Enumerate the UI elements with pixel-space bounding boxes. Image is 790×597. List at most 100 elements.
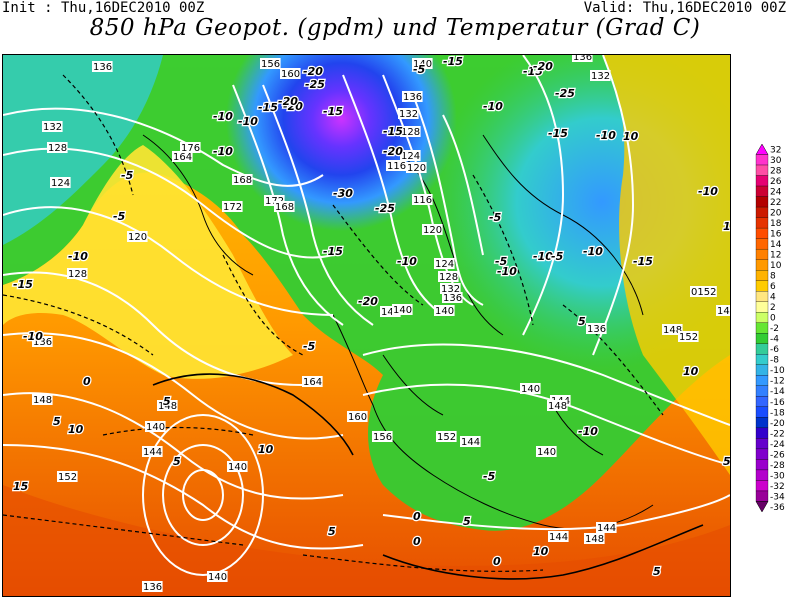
polar-cold-core bbox=[183, 55, 513, 375]
zero-isotherm bbox=[152, 373, 704, 580]
geopotential-label: 120 bbox=[407, 163, 426, 174]
geopotential-label-bg bbox=[47, 142, 68, 153]
geopotential-label-bg bbox=[716, 305, 730, 316]
geopotential-label: 164 bbox=[303, 377, 322, 388]
geopotential-label-bg bbox=[127, 231, 148, 242]
geopotential-label-bg bbox=[392, 304, 413, 315]
geopotential-label: 124 bbox=[435, 259, 454, 270]
geopotential-label-bg bbox=[280, 68, 301, 79]
colorbar-tick-label: 10 bbox=[770, 261, 782, 271]
geopotential-label: 140 bbox=[435, 306, 454, 317]
geopotential-label-bg bbox=[232, 174, 253, 185]
geopotential-label-bg bbox=[406, 162, 427, 173]
colorbar-swatch bbox=[755, 164, 769, 176]
temperature-label: -10 bbox=[533, 250, 553, 263]
temperature-label: -20 bbox=[383, 145, 403, 158]
temperature-label: -20 bbox=[303, 65, 323, 78]
geopotential-label: 136 bbox=[443, 293, 462, 304]
geopotential-label-bg bbox=[274, 201, 295, 212]
temperature-label: -5 bbox=[495, 255, 508, 268]
temperature-label: -15 bbox=[13, 278, 33, 291]
geopotential-label: 168 bbox=[275, 202, 294, 213]
geopotential-label-bg bbox=[264, 195, 285, 206]
geopotential-label: 128 bbox=[401, 127, 420, 138]
colorbar-tick-label: -6 bbox=[770, 345, 779, 355]
geopotential-label-bg bbox=[438, 271, 459, 282]
colorbar-swatch bbox=[755, 438, 769, 450]
geopotential-label: 168 bbox=[233, 175, 252, 186]
temperature-label: -10 bbox=[497, 265, 517, 278]
temperature-label: 5 bbox=[578, 315, 586, 328]
temperature-label: -10 bbox=[213, 145, 233, 158]
temperature-label: 10 bbox=[533, 545, 549, 558]
geopotential-label: 148 bbox=[663, 325, 682, 336]
colorbar-tick-label: -34 bbox=[770, 492, 785, 502]
colorbar-swatch bbox=[755, 259, 769, 271]
geopotential-label: 124 bbox=[401, 151, 420, 162]
colorbar-swatch bbox=[755, 270, 769, 281]
colorbar-swatch bbox=[755, 227, 769, 239]
temperature-label: -15 bbox=[323, 245, 343, 258]
temperature-label: -5 bbox=[303, 340, 316, 353]
temperature-label: -5 bbox=[551, 250, 564, 263]
geopotential-label: 148 bbox=[548, 401, 567, 412]
geopotential-label-bg bbox=[172, 151, 193, 162]
geopotential-label-bg bbox=[412, 58, 433, 69]
colorbar-bottom-arrow bbox=[755, 501, 769, 513]
geopotential-label-bg bbox=[547, 400, 568, 411]
geopotential-label: 116 bbox=[413, 195, 432, 206]
colorbar-swatch bbox=[755, 459, 769, 471]
geopotential-label: 144 bbox=[549, 532, 568, 543]
geopotential-label-bg bbox=[436, 431, 457, 442]
geopotential-label-bg bbox=[678, 331, 699, 342]
geopotential-label: 132 bbox=[441, 284, 460, 295]
geopotential-label-bg bbox=[67, 268, 88, 279]
temperature-label: 10 bbox=[258, 443, 274, 456]
geopotential-label-bg bbox=[302, 376, 323, 387]
geopotential-label: 140 bbox=[413, 59, 432, 70]
colorbar-swatch bbox=[755, 480, 769, 492]
colorbar-tick-label: 22 bbox=[770, 198, 781, 208]
geopotential-label: 140 bbox=[537, 447, 556, 458]
geopotential-label: 128 bbox=[48, 143, 67, 154]
geopotential-label-bg bbox=[42, 121, 63, 132]
colorbar-swatch bbox=[755, 385, 769, 397]
geopotential-label-bg bbox=[347, 411, 368, 422]
geopotential-label-bg bbox=[207, 571, 228, 582]
temperature-label: 5 bbox=[328, 525, 336, 538]
geopotential-label-bg bbox=[32, 394, 53, 405]
temperature-label: 5 bbox=[173, 455, 181, 468]
geopotential-label: 140 bbox=[146, 422, 165, 433]
geopotential-label: 0152 bbox=[691, 287, 716, 298]
geopotential-label: 156 bbox=[261, 59, 280, 70]
geopotential-label-bg bbox=[32, 336, 53, 347]
colorbar-tick-label: 4 bbox=[770, 293, 776, 303]
colorbar-swatch bbox=[755, 291, 769, 302]
colorbar-tick-label: -24 bbox=[770, 440, 785, 450]
colorbar-tick-label: 24 bbox=[770, 187, 782, 197]
colorbar-svg: 32302826242220181614121086420-2-4-6-8-10… bbox=[755, 143, 785, 513]
colorbar-swatch bbox=[755, 322, 769, 334]
geopotential-label-bg bbox=[227, 461, 248, 472]
geopotential-label: 144 bbox=[143, 447, 162, 458]
colorbar-swatch bbox=[755, 185, 769, 197]
colorbar-tick-label: -8 bbox=[770, 356, 779, 366]
geopotential-label-bg bbox=[142, 446, 163, 457]
geopotential-label-bg bbox=[50, 177, 71, 188]
colorbar-swatch bbox=[755, 364, 769, 376]
geopotential-label: 140 bbox=[228, 462, 247, 473]
geopotential-label-bg bbox=[92, 61, 113, 72]
colorbar-swatch bbox=[755, 248, 769, 260]
temperature-label: -10 bbox=[397, 255, 417, 268]
weather-map: 1561601361321281241281201361641681721681… bbox=[2, 54, 731, 597]
temperature-label: -25 bbox=[375, 202, 395, 215]
east-warm-area bbox=[603, 55, 730, 475]
temperature-label: -15 bbox=[383, 125, 403, 138]
temperature-label: -10 bbox=[698, 185, 718, 198]
colorbar-swatch bbox=[755, 406, 769, 418]
colorbar-tick-label: -28 bbox=[770, 461, 785, 471]
geopotential-label: 128 bbox=[68, 269, 87, 280]
temperature-label: 5 bbox=[463, 515, 471, 528]
colorbar-tick-label: 6 bbox=[770, 282, 776, 292]
map-title: 850 hPa Geopot. (gpdm) und Temperatur (G… bbox=[89, 15, 701, 41]
